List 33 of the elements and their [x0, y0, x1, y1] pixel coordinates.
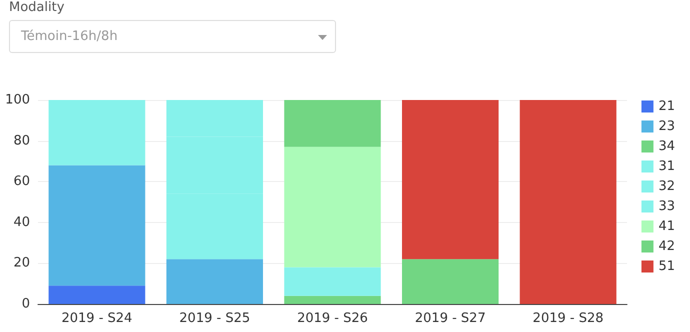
y-tick-label: 60	[13, 174, 30, 190]
x-tick-label: 2019 - S24	[61, 311, 132, 326]
y-tick-label: 0	[22, 296, 30, 312]
text: Témoin-16h/8h	[21, 29, 118, 44]
legend-label: 41	[658, 219, 676, 234]
y-tick-label: 80	[13, 133, 30, 148]
x-tick-label: 2019 - S25	[179, 311, 250, 326]
bar	[284, 146, 381, 268]
legend-label: 33	[658, 199, 676, 214]
y-tick-label: 20	[13, 256, 30, 271]
bar	[284, 267, 381, 296]
legend-label: 42	[658, 239, 676, 254]
y-tick-label: 100	[5, 92, 30, 108]
y-tick-label: 40	[13, 214, 30, 230]
bar	[520, 100, 616, 304]
legend-label: 31	[658, 159, 676, 174]
text: Modality	[9, 0, 64, 15]
bar	[166, 259, 263, 304]
x-tick-label: 2019 - S28	[532, 311, 604, 326]
bar	[48, 286, 146, 304]
legend-label: 23	[658, 119, 676, 134]
legend-label: 21	[658, 99, 676, 114]
bar	[284, 100, 381, 147]
bar	[48, 165, 146, 286]
x-tick-label: 2019 - S26	[297, 311, 368, 326]
bar	[284, 296, 381, 304]
bar	[48, 100, 146, 166]
x-tick-label: 2019 - S27	[414, 311, 486, 326]
legend-label: 51	[658, 259, 676, 274]
legend-label: 34	[658, 139, 676, 154]
bar	[402, 100, 499, 260]
legend-label: 32	[658, 179, 676, 194]
bar	[402, 259, 499, 304]
